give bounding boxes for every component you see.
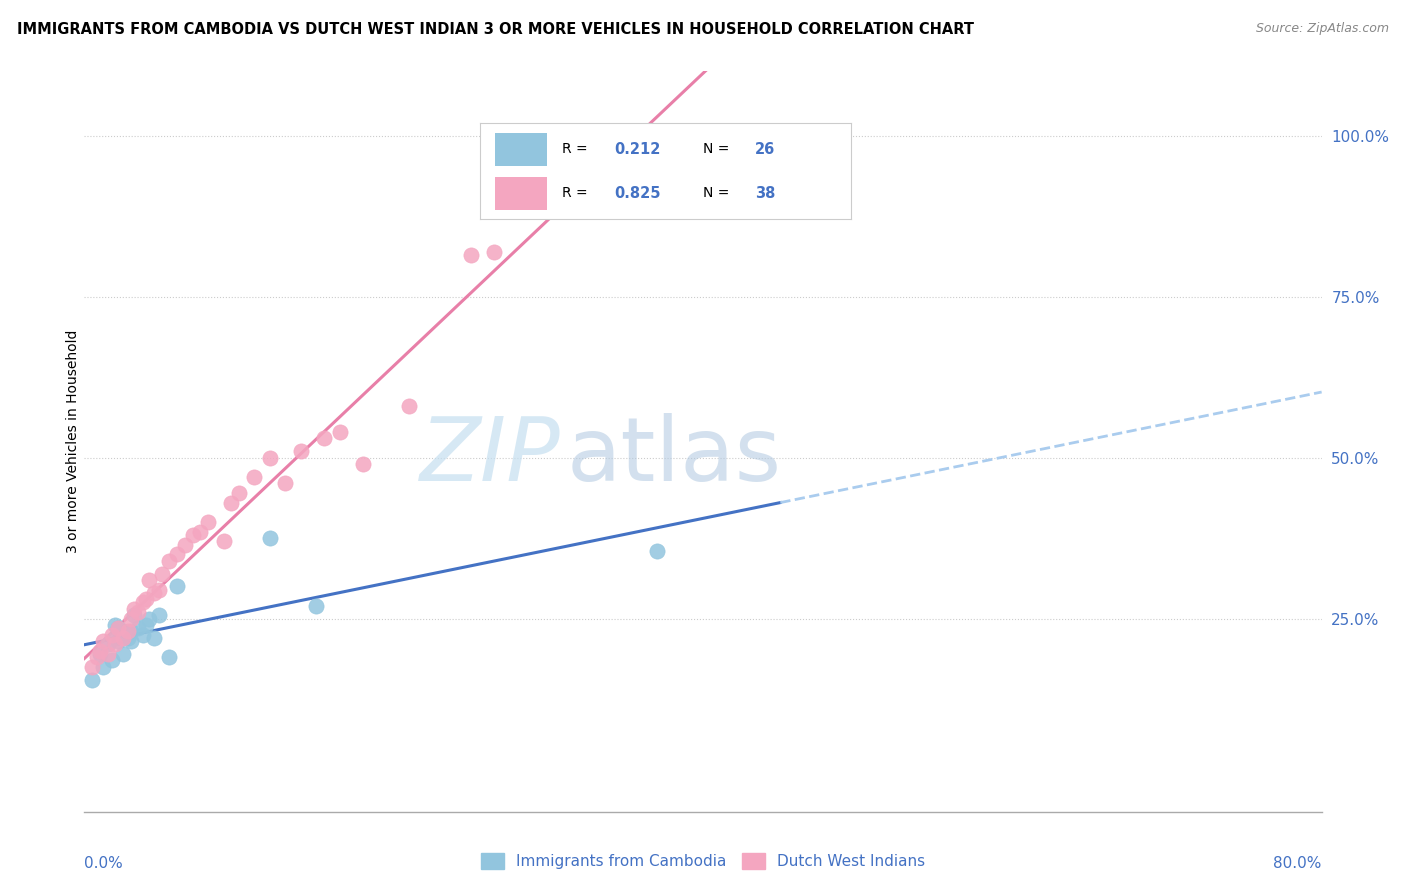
Point (312, 431, 335, 445)
Y-axis label: 3 or more Vehicles in Household: 3 or more Vehicles in Household (66, 330, 80, 553)
Point (135, 618, 157, 632)
Point (135, 592, 157, 607)
Point (132, 595, 155, 609)
Point (89, 644, 111, 658)
Point (117, 631, 139, 645)
Point (112, 631, 135, 645)
Point (259, 531, 281, 545)
Text: Source: ZipAtlas.com: Source: ZipAtlas.com (1256, 22, 1389, 36)
Point (132, 628, 155, 642)
Point (219, 496, 242, 510)
Point (122, 602, 145, 616)
Point (89, 647, 111, 661)
Point (305, 599, 328, 613)
Point (352, 457, 374, 471)
Point (188, 524, 211, 539)
Point (120, 634, 142, 648)
Point (91, 660, 114, 674)
Point (117, 624, 139, 639)
Point (174, 537, 197, 551)
Point (138, 573, 160, 587)
Point (484, 244, 506, 259)
Point (398, 399, 420, 413)
Point (645, 544, 668, 558)
Point (120, 611, 142, 625)
Point (82, 673, 104, 687)
Point (107, 621, 129, 635)
Point (101, 653, 124, 667)
Point (197, 515, 219, 529)
Point (181, 528, 204, 542)
Point (259, 450, 281, 465)
Text: 0.0%: 0.0% (84, 856, 124, 871)
Point (274, 476, 297, 491)
Point (159, 554, 180, 568)
Point (86, 650, 108, 665)
Point (328, 425, 352, 439)
Point (120, 624, 142, 639)
Point (122, 608, 145, 623)
Legend: Immigrants from Cambodia, Dutch West Indians: Immigrants from Cambodia, Dutch West Ind… (475, 847, 931, 875)
Point (143, 586, 166, 600)
Point (112, 647, 135, 661)
Point (243, 470, 266, 484)
Point (228, 486, 250, 500)
Text: ZIP: ZIP (420, 413, 561, 500)
Point (101, 628, 124, 642)
Point (138, 611, 160, 625)
Point (104, 618, 127, 632)
Point (460, 248, 482, 262)
Point (150, 566, 173, 581)
Point (148, 608, 170, 623)
Point (107, 634, 129, 648)
Point (127, 621, 149, 635)
Point (159, 650, 180, 665)
Point (127, 605, 149, 619)
Point (166, 547, 188, 561)
Text: 80.0%: 80.0% (1274, 856, 1322, 871)
Text: IMMIGRANTS FROM CAMBODIA VS DUTCH WEST INDIAN 3 OR MORE VEHICLES IN HOUSEHOLD CO: IMMIGRANTS FROM CAMBODIA VS DUTCH WEST I… (17, 22, 974, 37)
Point (91, 634, 114, 648)
Point (104, 631, 127, 645)
Point (212, 534, 235, 549)
Text: atlas: atlas (567, 413, 782, 500)
Point (166, 579, 188, 593)
Point (112, 624, 135, 639)
Point (82, 660, 104, 674)
Point (107, 621, 129, 635)
Point (143, 631, 166, 645)
Point (104, 637, 127, 651)
Point (290, 444, 312, 458)
Point (96, 647, 118, 661)
Point (96, 637, 118, 651)
Point (148, 582, 170, 597)
